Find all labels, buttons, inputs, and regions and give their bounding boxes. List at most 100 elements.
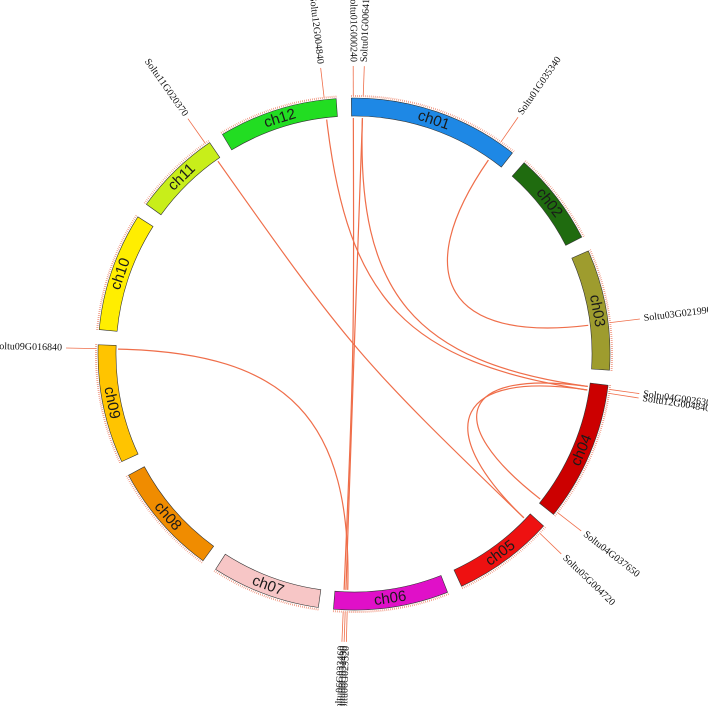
- tick-mark: [552, 188, 554, 191]
- tick-mark: [225, 128, 228, 131]
- tick-mark: [229, 579, 231, 582]
- tick-mark: [453, 115, 455, 118]
- tick-mark: [598, 275, 601, 277]
- tick-mark: [207, 139, 210, 142]
- tick-mark: [451, 114, 453, 117]
- tick-mark: [524, 160, 527, 163]
- tick-mark: [172, 169, 175, 171]
- tick-mark: [178, 163, 180, 166]
- tick-mark: [591, 254, 594, 257]
- tick-mark: [430, 599, 432, 602]
- tick-mark: [105, 282, 108, 284]
- tick-mark: [429, 106, 431, 109]
- tick-mark: [127, 478, 130, 481]
- tick-mark: [467, 584, 469, 587]
- tick-mark: [511, 149, 513, 152]
- tick-mark: [180, 545, 183, 548]
- tick-mark: [592, 258, 595, 260]
- tick-mark: [220, 131, 223, 134]
- tick-mark: [227, 127, 229, 130]
- tick-mark: [578, 228, 581, 230]
- tick-mark: [574, 221, 577, 224]
- tick-mark: [526, 161, 528, 164]
- tick-mark: [135, 215, 138, 217]
- tick-mark: [265, 110, 267, 113]
- tick-mark: [577, 480, 580, 482]
- tick-mark: [114, 452, 117, 454]
- tick-mark: [528, 541, 531, 544]
- tick-mark: [158, 183, 161, 186]
- gene-tick: [610, 318, 640, 324]
- ticks-layer: [95, 95, 614, 613]
- tick-mark: [105, 426, 108, 428]
- tick-mark: [558, 508, 561, 511]
- tick-mark: [568, 495, 571, 498]
- tick-mark: [591, 451, 594, 454]
- tick-mark: [471, 123, 473, 126]
- tick-mark: [516, 552, 519, 555]
- tick-mark: [570, 492, 573, 494]
- tick-mark: [135, 492, 138, 495]
- tick-mark: [497, 566, 500, 569]
- tick-mark: [434, 108, 436, 111]
- tick-mark: [477, 579, 480, 582]
- chromosome-ch04: [539, 382, 609, 515]
- tick-mark: [436, 108, 438, 111]
- tick-mark: [507, 559, 510, 562]
- tick-mark: [238, 583, 240, 586]
- tick-mark: [225, 577, 228, 580]
- tick-mark: [576, 482, 579, 484]
- tick-mark: [148, 195, 151, 198]
- tick-mark: [581, 233, 584, 236]
- synteny-link: [217, 160, 525, 519]
- tick-mark: [118, 460, 121, 462]
- tick-mark: [562, 203, 565, 205]
- tick-mark: [461, 587, 464, 590]
- tick-mark: [449, 113, 451, 116]
- tick-mark: [184, 158, 186, 161]
- tick-mark: [601, 422, 604, 424]
- tick-mark: [597, 271, 600, 273]
- chromosome-ch02: [511, 162, 583, 246]
- tick-mark: [562, 503, 565, 506]
- tick-mark: [116, 250, 119, 252]
- tick-mark: [594, 262, 597, 264]
- tick-mark: [482, 576, 485, 579]
- tick-mark: [250, 589, 252, 592]
- tick-mark: [593, 446, 596, 448]
- tick-mark: [107, 434, 110, 436]
- tick-mark: [201, 561, 203, 564]
- chromosome-ch01: [351, 97, 513, 168]
- tick-mark: [248, 117, 251, 120]
- chromosome-label: ch09: [100, 385, 123, 420]
- tick-mark: [465, 585, 467, 588]
- tick-mark: [151, 192, 153, 195]
- tick-mark: [169, 171, 172, 174]
- tick-mark: [105, 424, 108, 426]
- tick-mark: [590, 453, 593, 456]
- chromosome-label: ch03: [586, 293, 608, 328]
- tick-mark: [245, 587, 247, 590]
- tick-mark: [150, 513, 153, 516]
- chromosome-ch10: [98, 216, 154, 332]
- gene-tick: [187, 118, 206, 144]
- tick-mark: [122, 237, 125, 239]
- tick-mark: [537, 172, 540, 175]
- tick-mark: [166, 174, 169, 177]
- tick-mark: [134, 216, 137, 219]
- chromosome-ch03: [571, 250, 611, 371]
- tick-mark: [527, 162, 530, 165]
- tick-mark: [492, 569, 495, 572]
- tick-mark: [602, 418, 605, 420]
- gene-label: Soltu06G029520: [339, 646, 352, 706]
- tick-mark: [143, 504, 146, 506]
- tick-mark: [485, 131, 487, 134]
- gene-label: Soltu05G004720: [560, 553, 617, 608]
- tick-mark: [236, 582, 238, 585]
- tick-mark: [509, 558, 511, 561]
- tick-mark: [103, 419, 106, 420]
- tick-mark: [483, 130, 485, 133]
- tick-mark: [592, 448, 595, 450]
- tick-mark: [197, 559, 200, 561]
- tick-mark: [275, 107, 277, 110]
